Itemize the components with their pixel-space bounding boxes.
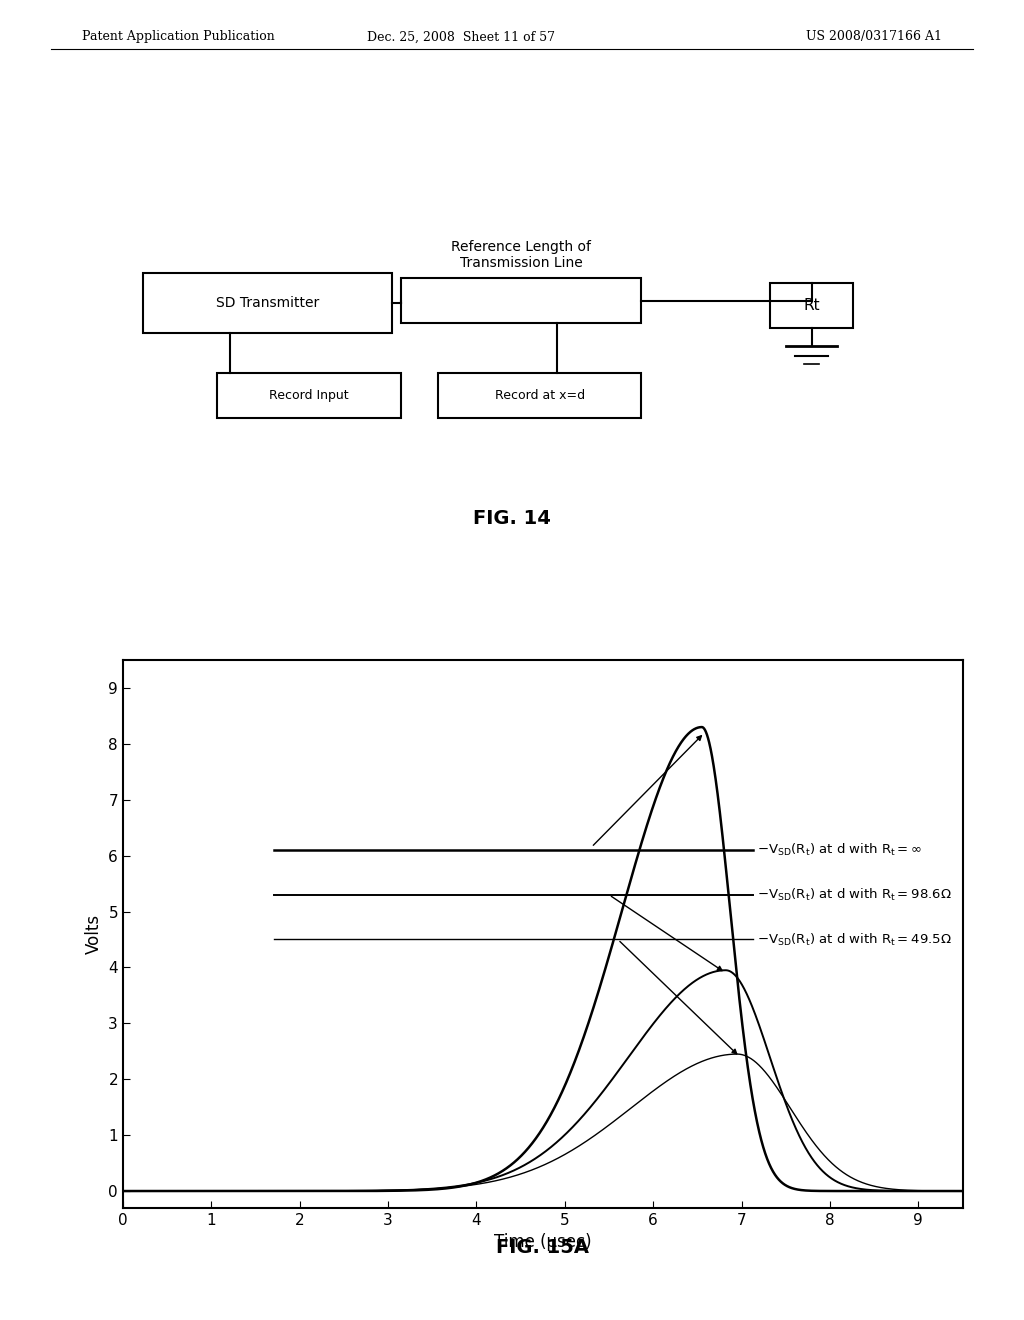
Bar <box>401 279 641 323</box>
Bar <box>143 273 392 333</box>
Text: Patent Application Publication: Patent Application Publication <box>82 30 274 44</box>
Text: US 2008/0317166 A1: US 2008/0317166 A1 <box>806 30 942 44</box>
Bar <box>438 374 641 418</box>
Text: $-\mathregular{V_{SD}(R_t)}$ at d with $\mathregular{R_t=49.5\Omega}$: $-\mathregular{V_{SD}(R_t)}$ at d with $… <box>757 932 951 948</box>
Bar <box>770 282 853 329</box>
Text: Record Input: Record Input <box>269 389 349 403</box>
X-axis label: Time (μsec): Time (μsec) <box>494 1233 592 1251</box>
Text: FIG. 15A: FIG. 15A <box>497 1238 589 1257</box>
Bar <box>217 374 401 418</box>
Text: Reference Length of
Transmission Line: Reference Length of Transmission Line <box>452 240 591 271</box>
Text: $-\mathregular{V_{SD}(R_t)}$ at d with $\mathregular{R_t=98.6\Omega}$: $-\mathregular{V_{SD}(R_t)}$ at d with $… <box>757 887 951 903</box>
Text: SD Transmitter: SD Transmitter <box>216 296 319 310</box>
Text: $-\mathregular{V_{SD}(R_t)}$ at d with $\mathregular{R_t=\infty}$: $-\mathregular{V_{SD}(R_t)}$ at d with $… <box>757 842 923 858</box>
Text: Rt: Rt <box>803 298 820 313</box>
Text: FIG. 14: FIG. 14 <box>473 510 551 528</box>
Text: Dec. 25, 2008  Sheet 11 of 57: Dec. 25, 2008 Sheet 11 of 57 <box>367 30 555 44</box>
Text: Record at x=d: Record at x=d <box>495 389 585 403</box>
Y-axis label: Volts: Volts <box>85 913 102 954</box>
